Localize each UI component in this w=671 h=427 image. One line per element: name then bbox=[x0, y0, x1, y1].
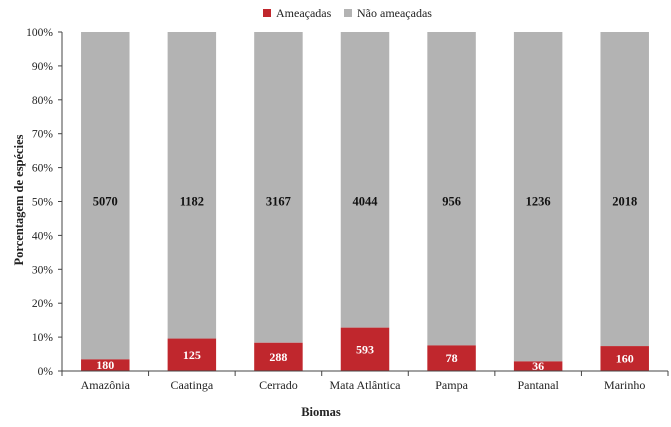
bar-segment-ameacadas bbox=[81, 359, 130, 371]
y-tick-label: 70% bbox=[32, 129, 54, 141]
x-tick-label: Marinho bbox=[604, 378, 645, 392]
bar-segment-nao-ameacadas bbox=[167, 32, 217, 339]
data-label-ameacadas: 78 bbox=[446, 351, 458, 365]
data-label-ameacadas: 36 bbox=[532, 359, 544, 373]
y-tick-label: 10% bbox=[32, 332, 54, 344]
bar-segment-nao-ameacadas bbox=[81, 32, 130, 360]
bar-segment-ameacadas bbox=[513, 361, 563, 371]
y-tick-label: 40% bbox=[32, 230, 54, 242]
legend-label-ameacadas: Ameaçadas bbox=[276, 6, 332, 20]
x-tick-label: Cerrado bbox=[259, 378, 298, 392]
y-tick-label: 60% bbox=[32, 163, 54, 175]
bar-segment-nao-ameacadas bbox=[600, 32, 649, 347]
y-axis-title: Porcentagem de espécies bbox=[12, 134, 26, 265]
legend: Ameaçadas Não ameaçadas bbox=[263, 6, 432, 20]
x-axis: Amazônia Caatinga Cerrado Mata Atlântica Pam… bbox=[61, 370, 669, 392]
data-label-nao-ameacadas: 1236 bbox=[526, 195, 551, 209]
y-tick-label: 20% bbox=[32, 298, 54, 310]
data-label-nao-ameacadas: 4044 bbox=[353, 195, 379, 209]
y-tick-label: 0% bbox=[38, 366, 54, 378]
x-tick-label: Pampa bbox=[435, 378, 468, 392]
y-axis: 0% 10% 20% 30% 40% 50% 60% 70% 80% 90% 100% bbox=[26, 27, 63, 378]
data-label-ameacadas: 125 bbox=[183, 348, 201, 362]
y-tick-label: 80% bbox=[32, 95, 54, 107]
y-tick-label: 100% bbox=[26, 27, 53, 39]
data-label-nao-ameacadas: 5070 bbox=[93, 195, 118, 209]
bar-segment-nao-ameacadas bbox=[513, 32, 563, 362]
bar-segment-ameacadas bbox=[340, 327, 390, 371]
bar-segment-nao-ameacadas bbox=[340, 32, 390, 328]
legend-swatch-nao-ameacadas bbox=[344, 9, 352, 17]
x-tick-label: Amazônia bbox=[81, 378, 131, 392]
bar-segment-ameacadas bbox=[600, 346, 649, 371]
y-tick-label: 30% bbox=[32, 264, 54, 276]
data-label-ameacadas: 180 bbox=[96, 358, 114, 372]
y-tick-label: 50% bbox=[32, 197, 54, 209]
bar-segment-nao-ameacadas bbox=[254, 32, 303, 343]
bars: 5070 180 1182 125 3167 288 4044 593 956 78 1236 36 2… bbox=[81, 32, 649, 373]
bar-segment-ameacadas bbox=[254, 342, 303, 371]
data-label-nao-ameacadas: 956 bbox=[442, 195, 461, 209]
data-label-ameacadas: 288 bbox=[269, 350, 287, 364]
data-label-nao-ameacadas: 1182 bbox=[180, 195, 204, 209]
data-label-nao-ameacadas: 2018 bbox=[612, 195, 637, 209]
bar-segment-ameacadas bbox=[427, 345, 476, 371]
bar-segment-ameacadas bbox=[167, 338, 217, 371]
data-label-ameacadas: 160 bbox=[616, 352, 634, 366]
data-label-ameacadas: 593 bbox=[356, 342, 374, 356]
y-tick-label: 90% bbox=[32, 61, 54, 73]
bar-segment-nao-ameacadas bbox=[427, 32, 476, 346]
data-label-nao-ameacadas: 3167 bbox=[266, 195, 291, 209]
x-tick-label: Caatinga bbox=[171, 378, 214, 392]
legend-label-nao-ameacadas: Não ameaçadas bbox=[357, 6, 432, 20]
x-axis-title: Biomas bbox=[301, 405, 341, 419]
x-tick-label: Mata Atlântica bbox=[330, 378, 402, 392]
legend-swatch-ameacadas bbox=[263, 9, 271, 17]
x-tick-label: Pantanal bbox=[517, 378, 559, 392]
